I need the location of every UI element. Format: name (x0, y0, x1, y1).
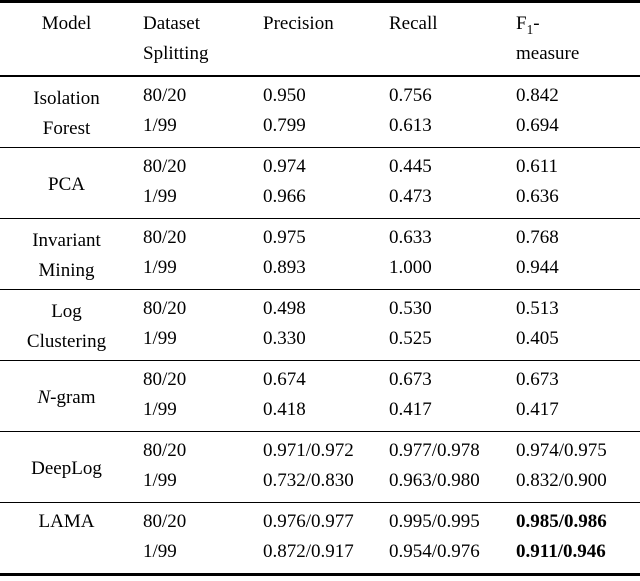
precision-cell: 0.974 (253, 147, 379, 182)
table-row: 1/99 0.872/0.917 0.954/0.976 0.911/0.946 (0, 537, 640, 575)
precision-cell: 0.799 (263, 115, 306, 136)
table-row: DeepLog 80/20 0.971/0.972 0.977/0.978 0.974/… (0, 431, 640, 503)
split-cell: 1/99 (143, 257, 177, 278)
split-cell: 80/20 (133, 431, 253, 466)
f1-cell: 0.611 (506, 147, 640, 182)
table-row: 1/99 0.799 0.613 0.694 (0, 111, 640, 148)
table-group-pca: PCA 80/20 0.974 0.445 0.611 1/99 0.966 0.473 0.6… (0, 147, 640, 219)
split-cell: 1/99 (143, 115, 177, 136)
f1-cell: 0.417 (516, 399, 559, 420)
split-cell: 1/99 (143, 541, 177, 562)
f1-cell: 0.985/0.986 (506, 502, 640, 537)
table-group-log-clustering: Log Clustering 80/20 0.498 0.530 0.513 1/99 0.3… (0, 289, 640, 361)
precision-cell: 0.498 (253, 289, 379, 324)
table-row: 1/99 0.966 0.473 0.636 (0, 182, 640, 219)
table-row: Isolation Forest 80/20 0.950 0.756 0.842 (0, 75, 640, 148)
model-cell: PCA (0, 147, 133, 219)
precision-cell: 0.732/0.830 (263, 470, 354, 491)
table-group-invariant-mining: Invariant Mining 80/20 0.975 0.633 0.768 1/99 0… (0, 218, 640, 290)
column-header-f1-measure: F1- measure (506, 1, 640, 77)
f1-cell: 0.842 (506, 75, 640, 111)
column-header-dataset-splitting: Dataset Splitting (133, 1, 253, 77)
precision-cell: 0.872/0.917 (263, 541, 354, 562)
split-cell: 1/99 (143, 328, 177, 349)
f1-cell: 0.974/0.975 (506, 431, 640, 466)
precision-cell: 0.674 (253, 360, 379, 395)
split-cell: 80/20 (133, 218, 253, 253)
recall-cell: 0.995/0.995 (379, 502, 506, 537)
f1-cell: 0.694 (516, 115, 559, 136)
precision-cell: 0.966 (263, 186, 306, 207)
table-row: Log Clustering 80/20 0.498 0.530 0.513 (0, 289, 640, 361)
split-cell: 80/20 (133, 147, 253, 182)
split-cell: 1/99 (143, 470, 177, 491)
column-header-precision: Precision (253, 1, 379, 77)
split-cell: 80/20 (133, 502, 253, 537)
recall-cell: 0.445 (379, 147, 506, 182)
precision-cell: 0.418 (263, 399, 306, 420)
model-cell: N-gram (0, 360, 133, 432)
column-header-model: Model (0, 1, 133, 77)
recall-cell: 0.633 (379, 218, 506, 253)
table-group-n-gram: N-gram 80/20 0.674 0.673 0.673 1/99 0.418 0.417… (0, 360, 640, 432)
table-row: 1/99 0.330 0.525 0.405 (0, 324, 640, 361)
f1-cell: 0.673 (506, 360, 640, 395)
table-row: Invariant Mining 80/20 0.975 0.633 0.768 (0, 218, 640, 290)
recall-cell: 0.977/0.978 (379, 431, 506, 466)
model-cell: DeepLog (0, 431, 133, 503)
recall-cell: 0.525 (389, 328, 432, 349)
split-cell: 80/20 (133, 75, 253, 111)
f1-cell: 0.832/0.900 (516, 470, 607, 491)
split-cell: 80/20 (133, 360, 253, 395)
table-row: 1/99 0.893 1.000 0.944 (0, 253, 640, 290)
table-group-deeplog: DeepLog 80/20 0.971/0.972 0.977/0.978 0.974/… (0, 431, 640, 503)
recall-cell: 0.530 (379, 289, 506, 324)
split-cell: 1/99 (143, 399, 177, 420)
precision-cell: 0.976/0.977 (253, 502, 379, 537)
recall-cell: 0.963/0.980 (389, 470, 480, 491)
precision-cell: 0.975 (253, 218, 379, 253)
table-row: PCA 80/20 0.974 0.445 0.611 (0, 147, 640, 219)
model-cell: Invariant Mining (0, 218, 133, 290)
recall-cell: 0.954/0.976 (389, 541, 480, 562)
table-row: N-gram 80/20 0.674 0.673 0.673 (0, 360, 640, 432)
recall-cell: 0.756 (379, 75, 506, 111)
precision-cell: 0.330 (263, 328, 306, 349)
table-row: 1/99 0.418 0.417 0.417 (0, 395, 640, 432)
split-cell: 80/20 (133, 289, 253, 324)
recall-cell: 1.000 (389, 257, 432, 278)
f1-cell: 0.911/0.946 (516, 541, 606, 562)
precision-cell: 0.893 (263, 257, 306, 278)
recall-cell: 0.673 (379, 360, 506, 395)
precision-cell: 0.950 (253, 75, 379, 111)
f1-cell: 0.944 (516, 257, 559, 278)
split-cell: 1/99 (143, 186, 177, 207)
f1-cell: 0.768 (506, 218, 640, 253)
table-group-lama: LAMA 80/20 0.976/0.977 0.995/0.995 0.985/0.9… (0, 502, 640, 575)
recall-cell: 0.417 (389, 399, 432, 420)
column-header-recall: Recall (379, 1, 506, 77)
table-head: Model Dataset Splitting Precision Recall F1- m… (0, 1, 640, 77)
recall-cell: 0.613 (389, 115, 432, 136)
model-cell: LAMA (0, 502, 133, 575)
table-row: 1/99 0.732/0.830 0.963/0.980 0.832/0.900 (0, 466, 640, 503)
table-group-isolation-forest: Isolation Forest 80/20 0.950 0.756 0.842 1/99 0… (0, 75, 640, 148)
recall-cell: 0.473 (389, 186, 432, 207)
model-cell: Log Clustering (0, 289, 133, 361)
f1-cell: 0.513 (506, 289, 640, 324)
header-row: Model Dataset Splitting Precision Recall F1- m… (0, 1, 640, 77)
table-row: LAMA 80/20 0.976/0.977 0.995/0.995 0.985/0.9… (0, 502, 640, 575)
f1-cell: 0.405 (516, 328, 559, 349)
model-cell: Isolation Forest (0, 75, 133, 148)
f1-cell: 0.636 (516, 186, 559, 207)
precision-cell: 0.971/0.972 (253, 431, 379, 466)
